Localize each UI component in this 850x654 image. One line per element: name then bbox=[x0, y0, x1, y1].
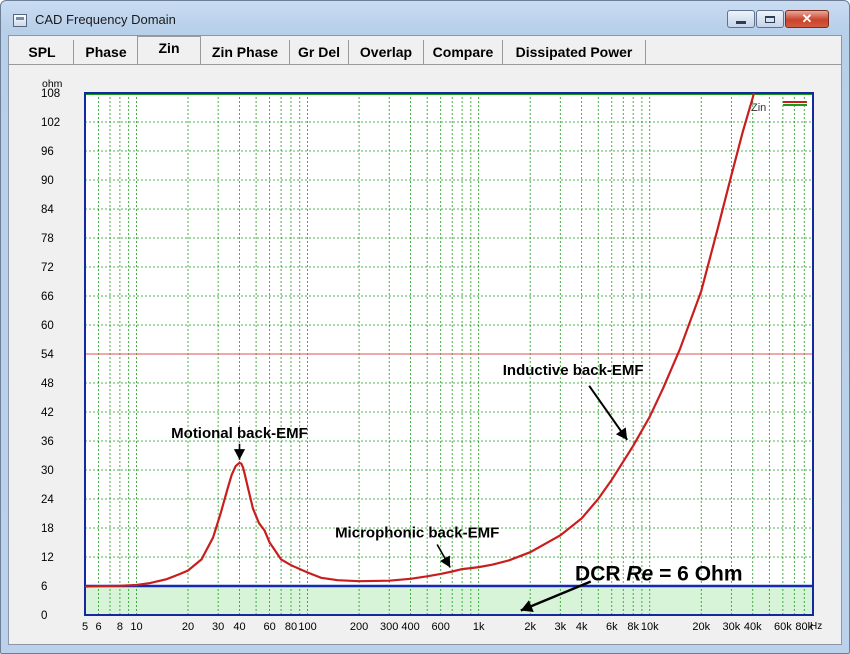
legend: Zin bbox=[751, 101, 807, 114]
x-tick-label: 80k bbox=[795, 621, 813, 633]
annotation-dcr: DCR Re = 6 Ohm bbox=[575, 563, 742, 586]
annotation-dcr-symbol: Re bbox=[626, 563, 653, 586]
x-tick-label: 6k bbox=[606, 621, 618, 633]
tab-overlap[interactable]: Overlap bbox=[349, 40, 424, 64]
annotation-microphonic: Microphonic back-EMF bbox=[335, 525, 499, 542]
x-tick-label: 10 bbox=[130, 621, 142, 633]
annotation-arrow-head bbox=[440, 555, 451, 568]
y-tick-label: 108 bbox=[41, 88, 60, 100]
y-tick-label: 48 bbox=[41, 378, 54, 390]
x-tick-label: 100 bbox=[298, 621, 316, 633]
x-tick-label: 600 bbox=[432, 621, 450, 633]
x-tick-label: 60k bbox=[774, 621, 792, 633]
y-tick-label: 54 bbox=[41, 349, 54, 361]
y-tick-label: 36 bbox=[41, 436, 54, 448]
x-tick-label: 6 bbox=[95, 621, 101, 633]
y-tick-label: 42 bbox=[41, 407, 54, 419]
y-tick-label: 66 bbox=[41, 291, 54, 303]
y-tick-label: 12 bbox=[41, 552, 54, 564]
annotation-arrow-shaft bbox=[520, 580, 592, 612]
annotation-arrow-shaft bbox=[588, 385, 628, 441]
close-icon: ✕ bbox=[801, 11, 813, 26]
x-tick-label: 300 bbox=[380, 621, 398, 633]
plot-frame bbox=[84, 92, 814, 616]
annotation-dcr-value: = 6 Ohm bbox=[653, 563, 742, 586]
x-tick-label: 40k bbox=[744, 621, 762, 633]
annotation-arrow-head bbox=[233, 449, 246, 460]
x-tick-label: 200 bbox=[350, 621, 368, 633]
tab-spl[interactable]: SPL bbox=[11, 40, 74, 64]
x-tick-label: 30 bbox=[212, 621, 224, 633]
x-axis-unit: Hz bbox=[810, 621, 822, 632]
annotation-arrow-head bbox=[615, 427, 628, 440]
y-tick-label: 90 bbox=[41, 175, 54, 187]
tab-zin-phase[interactable]: Zin Phase bbox=[201, 40, 290, 64]
x-tick-label: 5 bbox=[82, 621, 88, 633]
close-button[interactable]: ✕ bbox=[785, 10, 829, 28]
x-tick-label: 80 bbox=[285, 621, 297, 633]
impedance-chart: 06121824303642485460667278849096102108oh… bbox=[41, 78, 822, 633]
x-tick-label: 400 bbox=[401, 621, 419, 633]
y-tick-label: 0 bbox=[41, 610, 47, 622]
x-tick-label: 4k bbox=[576, 621, 588, 633]
impedance-curve bbox=[85, 93, 756, 588]
tab-gr-del[interactable]: Gr Del bbox=[290, 40, 349, 64]
window-title: CAD Frequency Domain bbox=[35, 12, 176, 27]
tab-compare[interactable]: Compare bbox=[424, 40, 503, 64]
tab-divider bbox=[9, 64, 841, 65]
x-tick-label: 20k bbox=[692, 621, 710, 633]
y-tick-label: 18 bbox=[41, 523, 54, 535]
chart-area: 0 6 12 18 24 30 36 42 48 54 60 66 72 78 84 90 96 102 108 oh… bbox=[11, 70, 837, 640]
x-tick-label: 30k bbox=[722, 621, 740, 633]
x-tick-label: 8k bbox=[627, 621, 639, 633]
title-bar[interactable]: CAD Frequency Domain ✕ bbox=[1, 1, 849, 35]
y-axis-label: ohm bbox=[42, 78, 63, 90]
minimize-button[interactable] bbox=[727, 10, 755, 28]
maximize-button[interactable] bbox=[756, 10, 784, 28]
y-tick-label: 72 bbox=[41, 262, 54, 274]
x-tick-label: 2k bbox=[524, 621, 536, 633]
tab-phase[interactable]: Phase bbox=[75, 40, 138, 64]
app-icon bbox=[13, 14, 27, 27]
maximize-icon bbox=[765, 15, 775, 23]
x-tick-label: 60 bbox=[264, 621, 276, 633]
x-tick-label: 1k bbox=[473, 621, 485, 633]
x-tick-label: 10k bbox=[641, 621, 659, 633]
annotation-arrow-head bbox=[520, 600, 534, 613]
tab-zin[interactable]: Zin bbox=[137, 36, 201, 65]
tab-dissipated-power[interactable]: Dissipated Power bbox=[503, 40, 646, 64]
annotation-dcr-part: DCR bbox=[575, 563, 626, 586]
y-tick-label: 6 bbox=[41, 581, 47, 593]
x-tick-label: 40 bbox=[233, 621, 245, 633]
y-tick-label: 96 bbox=[41, 146, 54, 158]
annotations: Motional back-EMF Microphonic back-EMF Ind… bbox=[171, 362, 743, 613]
y-axis: 0 6 12 18 24 30 36 42 48 54 60 66 72 78 84 90 96 102 108oh… bbox=[41, 78, 63, 622]
y-tick-label: 60 bbox=[41, 320, 54, 332]
y-tick-label: 78 bbox=[41, 233, 54, 245]
x-axis: 5 6 8 10 20 30 40 60 80 100 200 300 400 600 1k 2k 3k 4k 6k… bbox=[82, 621, 822, 633]
x-tick-label: 3k bbox=[554, 621, 566, 633]
minimize-icon bbox=[736, 20, 746, 24]
x-tick-label: 20 bbox=[182, 621, 194, 633]
y-tick-label: 24 bbox=[41, 494, 54, 506]
y-tick-label: 84 bbox=[41, 204, 54, 216]
dcr-region bbox=[85, 586, 813, 615]
main-content: SPL Phase Zin Zin Phase Gr Del Overlap C… bbox=[8, 35, 842, 645]
tab-bar: SPL Phase Zin Zin Phase Gr Del Overlap C… bbox=[9, 36, 841, 68]
annotation-inductive: Inductive back-EMF bbox=[503, 362, 644, 379]
x-tick-label: 8 bbox=[117, 621, 123, 633]
annotation-motional: Motional back-EMF bbox=[171, 425, 308, 442]
legend-label: Zin bbox=[751, 102, 766, 114]
y-tick-label: 102 bbox=[41, 117, 60, 129]
y-tick-label: 30 bbox=[41, 465, 54, 477]
